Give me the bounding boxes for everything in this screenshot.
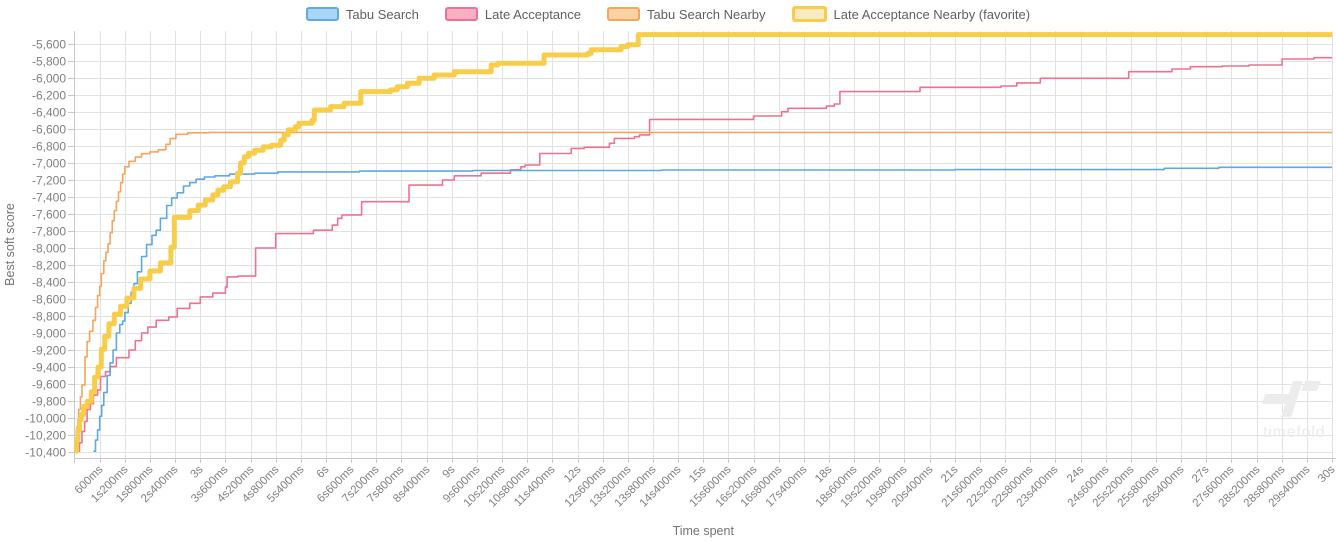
- legend-item-label: Late Acceptance Nearby (favorite): [833, 6, 1031, 22]
- y-tick-label: -9,000: [32, 327, 66, 341]
- y-tick-label: -10,000: [25, 412, 66, 426]
- legend-item-late-acceptance-nearby[interactable]: Late Acceptance Nearby (favorite): [791, 6, 1031, 22]
- legend-item-tabu-search[interactable]: Tabu Search: [305, 6, 419, 22]
- legend-item-label: Late Acceptance: [484, 6, 582, 22]
- y-tick-label: -7,600: [32, 208, 66, 222]
- y-tick-label: -7,400: [32, 191, 66, 205]
- y-tick-label: -6,200: [32, 89, 66, 103]
- legend-item-tabu-search-nearby[interactable]: Tabu Search Nearby: [607, 7, 766, 22]
- tabu-search-swatch-icon: [305, 7, 339, 21]
- legend-item-late-acceptance[interactable]: Late Acceptance: [444, 6, 582, 22]
- grid-lines: [74, 31, 1333, 458]
- axes: -5,600 -5,800 -6,000 -6,200 -6,400 -6,600 -6,8…: [3, 31, 1336, 538]
- series-lines: [74, 32, 1332, 454]
- y-tick-label: -8,400: [32, 276, 66, 290]
- y-tick-label: -8,800: [32, 310, 66, 324]
- series-line-tabu-search-nearby: [75, 131, 1332, 452]
- x-tick-label: 3s: [189, 463, 206, 480]
- y-tick-label: -8,000: [32, 242, 66, 256]
- watermark-text: timefold: [1263, 424, 1325, 441]
- x-tick-label: 9s: [441, 463, 458, 480]
- legend-item-label: Tabu Search: [345, 6, 419, 22]
- y-tick-label: -9,800: [32, 395, 66, 409]
- y-tick-label: -6,600: [32, 123, 66, 137]
- legend-item-label: Tabu Search Nearby: [647, 6, 766, 22]
- x-tick-label: 6s: [315, 463, 332, 480]
- y-tick-label: -7,000: [32, 157, 66, 171]
- y-tick-label: -9,600: [32, 378, 66, 392]
- x-axis-title: Time spent: [673, 524, 735, 538]
- y-tick-label: -8,600: [32, 293, 66, 307]
- y-tick-label: -10,400: [25, 446, 66, 460]
- y-tick-label: -7,800: [32, 225, 66, 239]
- y-axis-title: Best soft score: [3, 203, 17, 286]
- y-tick-label: -5,800: [32, 55, 66, 69]
- series-line-late-acceptance: [77, 56, 1332, 452]
- y-tick-label: -6,800: [32, 140, 66, 154]
- y-tick-label: -8,200: [32, 259, 66, 273]
- late-acceptance-swatch-icon: [444, 7, 478, 21]
- x-tick-label: 30s: [1316, 463, 1336, 485]
- y-tick-label: -7,200: [32, 174, 66, 188]
- timefold-logo-icon: timefold: [1262, 381, 1325, 441]
- tabu-search-nearby-swatch-icon: [607, 7, 641, 21]
- series-line-late-acceptance-nearby-favorite: [74, 32, 1332, 454]
- timefold-watermark: timefold: [1262, 381, 1325, 441]
- y-tick-label: -9,200: [32, 344, 66, 358]
- y-tick-label: -6,000: [32, 72, 66, 86]
- chart-legend: Tabu Search Late Acceptance Tabu Search …: [0, 6, 1336, 22]
- y-tick-label: -9,400: [32, 361, 66, 375]
- y-tick-label: -5,600: [32, 38, 66, 52]
- y-tick-label: -6,400: [32, 106, 66, 120]
- y-tick-label: -10,200: [25, 429, 66, 443]
- series-line-tabu-search: [93, 166, 1332, 452]
- late-acceptance-nearby-swatch-icon: [791, 6, 827, 22]
